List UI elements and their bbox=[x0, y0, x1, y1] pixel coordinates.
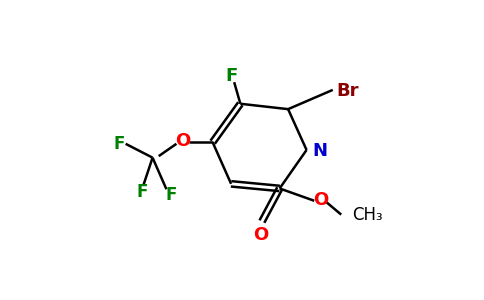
Text: F: F bbox=[136, 182, 148, 200]
Text: CH₃: CH₃ bbox=[352, 206, 383, 224]
Text: F: F bbox=[114, 135, 125, 153]
Text: N: N bbox=[312, 142, 327, 160]
Text: O: O bbox=[313, 191, 328, 209]
Text: F: F bbox=[166, 186, 177, 204]
Text: Br: Br bbox=[336, 82, 359, 100]
Text: O: O bbox=[253, 226, 268, 244]
Text: F: F bbox=[225, 67, 237, 85]
Text: O: O bbox=[175, 132, 190, 150]
